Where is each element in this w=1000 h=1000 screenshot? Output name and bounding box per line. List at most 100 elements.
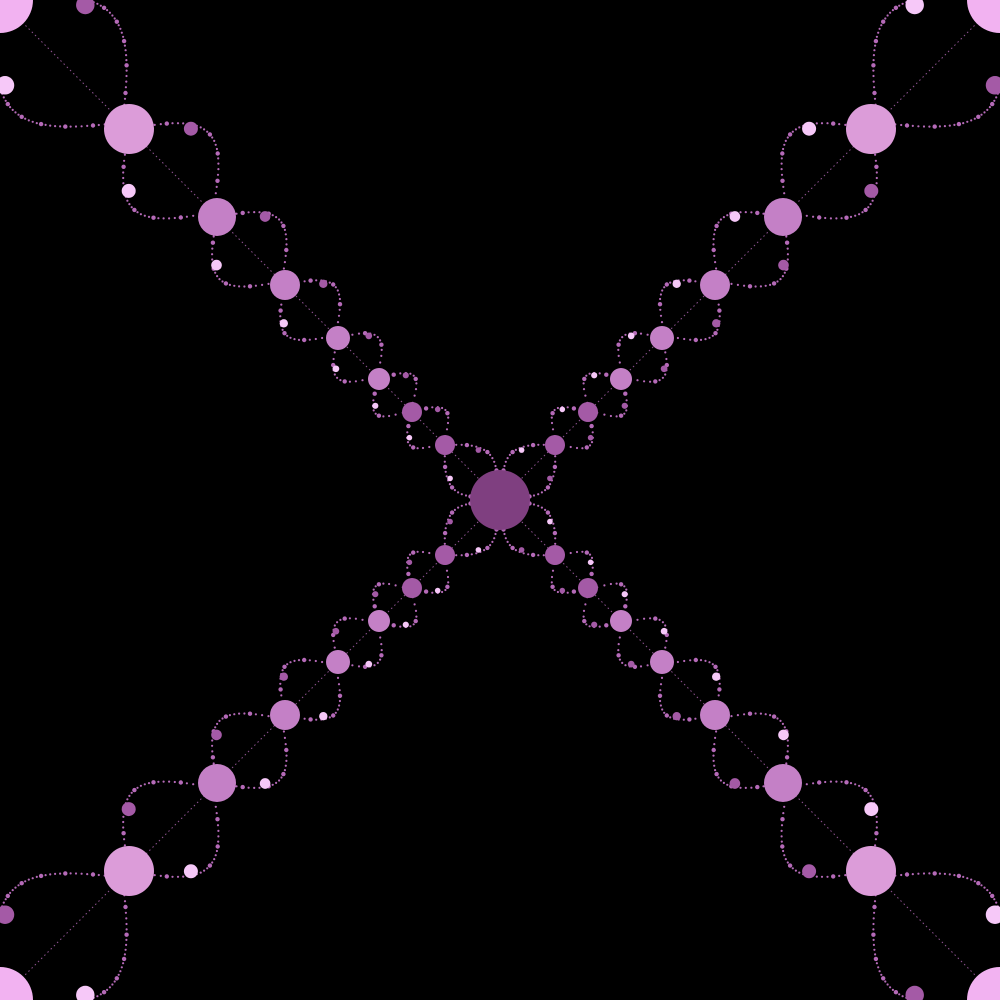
filigree-dot: [491, 457, 494, 460]
filigree-dot: [261, 714, 264, 717]
filigree-dot: [973, 117, 976, 120]
filigree-dot: [80, 872, 83, 875]
filigree-dot: [791, 867, 794, 870]
filigree-dot: [247, 786, 250, 789]
filigree-dot: [779, 719, 782, 723]
filigree-dot: [240, 210, 245, 216]
filigree-dot: [618, 582, 624, 587]
filigree-dot: [874, 159, 878, 162]
filigree-dot: [168, 217, 171, 220]
filigree-dot: [664, 351, 667, 354]
filigree-dot: [428, 551, 431, 555]
filigree-dot: [584, 445, 589, 450]
filigree-dot: [875, 815, 878, 818]
filigree-dot: [616, 653, 621, 658]
filigree-dot: [711, 334, 714, 337]
filigree-dot: [185, 215, 188, 218]
filigree-dot: [278, 779, 281, 782]
filigree-dot: [582, 382, 585, 385]
filigree-dot: [898, 993, 901, 996]
filigree-dot: [228, 714, 231, 717]
filigree-dot: [281, 669, 284, 672]
filigree-dot: [911, 873, 914, 876]
filigree-dot: [121, 164, 126, 169]
filigree-dot: [747, 284, 753, 289]
filigree-dot: [537, 493, 540, 496]
accent-bead: [627, 332, 635, 340]
filigree-dot: [623, 604, 628, 609]
filigree-dot: [444, 470, 447, 473]
filigree-dot: [460, 493, 463, 496]
filigree-dot: [212, 762, 215, 765]
filigree-dot: [544, 489, 547, 492]
filigree-dot: [413, 376, 418, 382]
accent-bead: [0, 905, 15, 924]
filigree-dot: [423, 406, 429, 411]
filigree-dot: [379, 342, 384, 347]
filigree-dot: [455, 554, 458, 557]
filigree-dot: [603, 413, 606, 416]
filigree-dot: [510, 545, 515, 551]
filigree-dot: [27, 119, 30, 122]
filigree-dot: [575, 550, 579, 554]
filigree-dot: [282, 267, 285, 270]
filigree-dot: [86, 873, 89, 876]
filigree-dot: [717, 308, 722, 313]
filigree-dot: [504, 460, 507, 463]
filigree-dot: [9, 891, 12, 895]
filigree-dot: [616, 342, 621, 347]
filigree-dot: [214, 726, 217, 729]
filigree-dot: [406, 566, 409, 569]
filigree-dot: [308, 338, 311, 341]
filigree-dot: [24, 880, 27, 883]
filigree-dot: [820, 122, 824, 125]
filigree-dot: [730, 715, 733, 718]
filigree-dot: [817, 780, 822, 785]
filigree-dot: [271, 214, 274, 217]
filigree-dot: [408, 444, 412, 447]
filigree-dot: [159, 123, 162, 126]
filigree-dot: [716, 669, 719, 672]
filigree-dot: [588, 553, 592, 556]
filigree-dot: [617, 649, 620, 652]
filigree-dot: [445, 475, 448, 478]
filigree-dot: [139, 213, 142, 216]
filigree-dot: [781, 275, 785, 278]
filigree-dot: [588, 444, 592, 447]
filigree-dot: [210, 755, 216, 760]
filigree-dot: [126, 199, 129, 202]
filigree-dot: [483, 549, 486, 552]
filigree-dot: [59, 872, 62, 875]
filigree-dot: [282, 664, 287, 669]
filigree-dot: [983, 886, 986, 889]
filigree-dot: [713, 254, 716, 257]
filigree-dot: [849, 215, 853, 218]
filigree-dot: [442, 530, 448, 536]
filigree-dot: [636, 618, 639, 621]
filigree-dot: [447, 416, 450, 419]
filigree-dot: [537, 443, 540, 446]
filigree-dot: [771, 714, 777, 719]
filigree-dot: [5, 101, 10, 107]
filigree-dot: [421, 550, 425, 554]
filigree-dot: [780, 151, 785, 156]
filigree-dot: [863, 787, 868, 793]
filigree-dot: [871, 63, 876, 68]
accent-bead: [729, 778, 741, 789]
filigree-dot: [49, 873, 52, 876]
filigree-dot: [798, 126, 801, 129]
filigree-dot: [124, 49, 127, 52]
filigree-dot: [617, 643, 620, 646]
filigree-dot: [874, 164, 879, 169]
filigree-dot: [339, 618, 342, 622]
filigree-dot: [711, 747, 716, 753]
filigree-dot: [44, 123, 47, 126]
filigree-dot: [659, 293, 663, 296]
filigree-dot: [122, 826, 125, 829]
filigree-dot: [660, 321, 664, 324]
filigree-dot: [113, 17, 116, 20]
filigree-dot: [128, 203, 131, 206]
filigree-dot: [238, 712, 241, 715]
filigree-dot: [173, 216, 176, 220]
filigree-dot: [108, 11, 111, 14]
